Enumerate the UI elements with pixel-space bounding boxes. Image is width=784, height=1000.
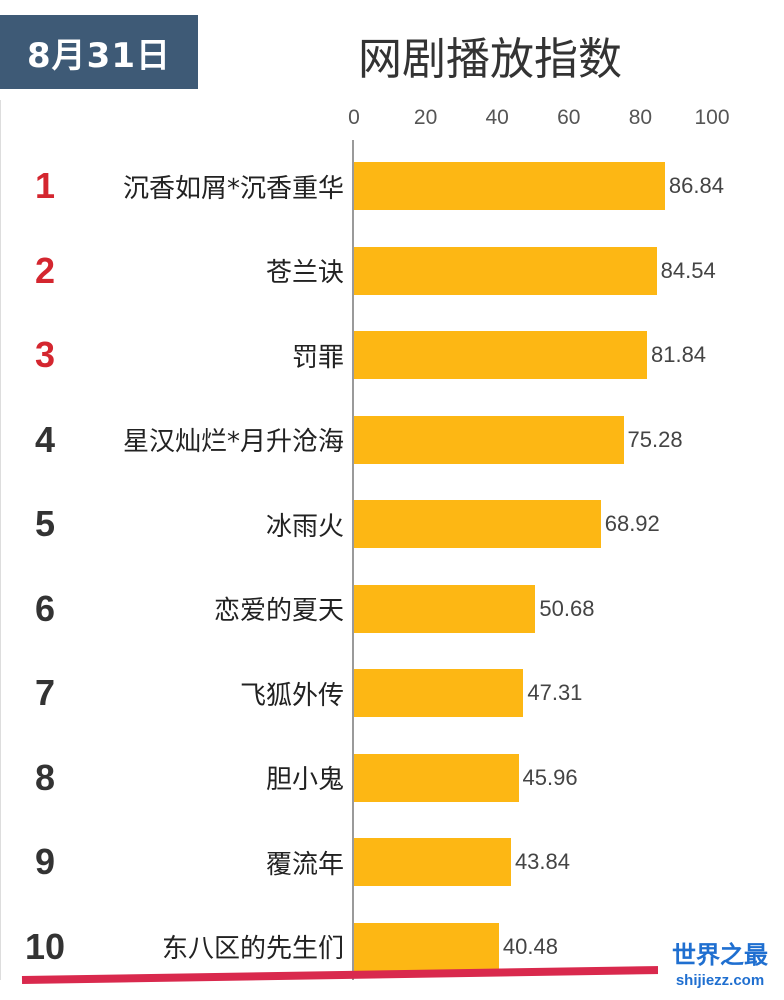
bar [354,753,519,802]
value-label: 81.84 [650,342,707,367]
bar [354,584,536,633]
bar [354,162,665,210]
rank-number: 5 [34,503,56,544]
bar [354,415,624,464]
category-label: 苍兰诀 [265,258,344,288]
value-label: 43.84 [514,849,570,874]
bar [354,246,657,295]
bar [354,838,511,886]
rank-number: 4 [34,418,56,460]
category-label: 沉香如屑*沉香重华 [122,173,344,204]
x-tick-label: 20 [413,106,438,129]
y-axis-line [352,140,354,980]
rank-number: 2 [34,249,56,291]
rank-number: 3 [34,334,56,375]
x-tick-label: 60 [557,106,581,129]
date-label: 8月31日 [27,35,171,76]
value-label: 68.92 [604,511,660,536]
category-label: 覆流年 [265,849,344,880]
value-label: 75.28 [627,426,683,452]
watermark-logo: 世界之最 shijiezz.com [658,938,782,998]
bar [354,331,647,379]
rank-number: 7 [34,672,56,713]
x-tick-label: 100 [694,106,730,129]
rank-number: 8 [34,756,56,798]
category-label: 罚罪 [291,342,344,373]
category-label: 冰雨火 [265,511,344,542]
value-label: 45.96 [522,764,578,790]
category-label: 东八区的先生们 [161,934,344,964]
rank-number: 1 [34,165,56,206]
bar [354,669,524,717]
value-label: 40.48 [502,933,558,959]
value-label: 86.84 [668,173,724,198]
watermark-name: 世界之最 [672,941,768,969]
x-tick-label: 80 [628,106,653,129]
watermark-url: shijiezz.com [675,972,765,989]
category-label: 飞狐外传 [239,680,344,711]
rank-number: 9 [34,841,56,882]
date-badge: 8月31日 [0,15,198,89]
chart-title: 网剧播放指数 [358,34,622,85]
rank-number: 10 [24,925,66,967]
bar [354,922,499,971]
category-label: 胆小鬼 [265,765,344,795]
x-tick-label: 40 [485,106,509,129]
category-label: 恋爱的夏天 [213,596,344,626]
value-label: 47.31 [527,680,583,705]
bar [354,500,601,548]
x-tick-label: 0 [348,106,360,129]
category-label: 星汉灿烂*月升沧海 [122,427,344,457]
value-label: 50.68 [539,595,595,621]
value-label: 84.54 [660,257,716,283]
left-rule [0,100,1,980]
rank-number: 6 [34,587,56,629]
